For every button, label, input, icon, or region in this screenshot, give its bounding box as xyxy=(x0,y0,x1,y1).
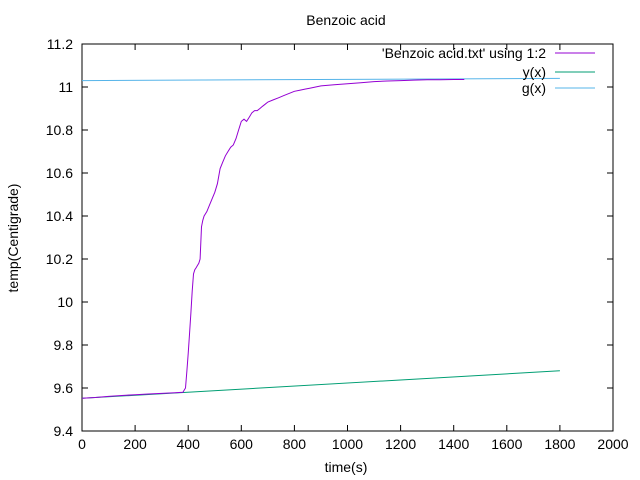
x-tick-label: 1200 xyxy=(385,436,416,452)
series-layer xyxy=(81,77,560,399)
y-axis-label: temp(Centigrade) xyxy=(5,184,21,293)
y-tick-label: 10.4 xyxy=(46,208,73,224)
series-line-0 xyxy=(81,79,465,399)
x-tick-label: 800 xyxy=(283,436,307,452)
x-tick-label: 1400 xyxy=(438,436,469,452)
x-tick-label: 600 xyxy=(230,436,254,452)
y-tick-label: 9.6 xyxy=(54,380,74,396)
y-tick-label: 10.6 xyxy=(46,165,73,181)
x-tick-label: 400 xyxy=(177,436,201,452)
x-tick-label: 1800 xyxy=(544,436,575,452)
x-tick-label: 200 xyxy=(123,436,147,452)
x-tick-label: 1600 xyxy=(491,436,522,452)
x-tick-label: 0 xyxy=(78,436,86,452)
y-tick-label: 10 xyxy=(57,294,73,310)
plot-frame xyxy=(81,43,614,432)
legend-label-0: 'Benzoic acid.txt' using 1:2 xyxy=(382,45,546,61)
y-tick-label: 11 xyxy=(58,79,73,95)
x-tick-label: 1000 xyxy=(332,436,363,452)
legend-label-1: y(x) xyxy=(523,64,546,80)
x-axis-ticks: 0 200 400 600 800 1000 1200 1400 1600 1800 2000 xyxy=(78,44,629,452)
legend-label-2: g(x) xyxy=(522,80,546,96)
chart-title: Benzoic acid xyxy=(306,12,385,28)
x-axis-label: time(s) xyxy=(325,459,368,475)
y-tick-label: 10.2 xyxy=(46,251,73,267)
y-tick-label: 11.2 xyxy=(47,36,73,52)
legend: 'Benzoic acid.txt' using 1:2 y(x)g(x) xyxy=(382,45,595,96)
y-tick-label: 9.8 xyxy=(54,337,74,353)
series-line-2 xyxy=(81,77,560,82)
y-tick-label: 9.4 xyxy=(54,423,74,439)
y-tick-label: 10.8 xyxy=(46,122,73,138)
y-axis-ticks: 9.4 9.6 9.8 10 10.2 10.4 10.6 10.8 11 11.2 xyxy=(46,36,613,439)
x-tick-label: 2000 xyxy=(597,436,628,452)
